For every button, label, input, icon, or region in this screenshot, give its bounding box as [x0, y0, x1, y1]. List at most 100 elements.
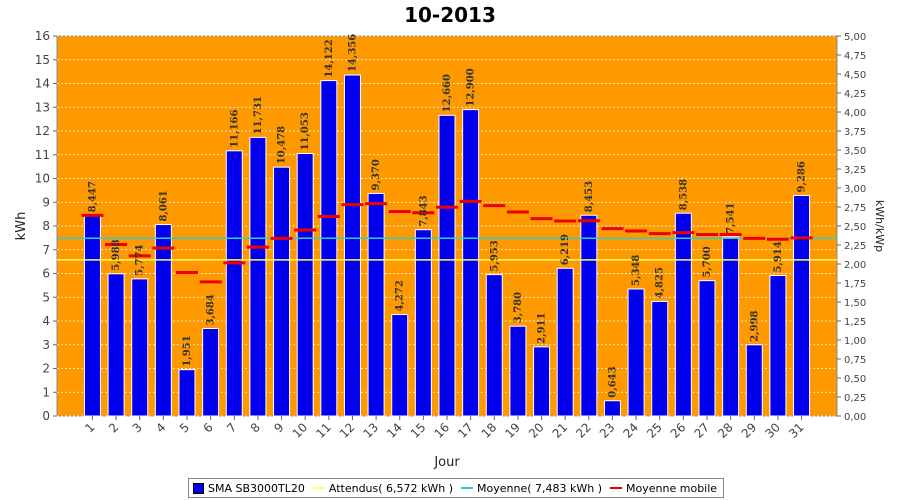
- x-tick-label: 4: [153, 420, 168, 435]
- bar: [722, 236, 740, 417]
- x-tick-label: 28: [715, 420, 736, 441]
- x-tick-label: 24: [621, 420, 642, 441]
- data-label: 12,900: [466, 68, 477, 106]
- x-tick-label: 31: [786, 420, 807, 441]
- reference-lines: [57, 237, 837, 261]
- bar: [83, 214, 101, 417]
- bar: [225, 150, 243, 417]
- bar: [154, 224, 172, 417]
- data-label: 6,219: [560, 234, 571, 265]
- bar: [603, 400, 621, 417]
- legend-label-expected: Attendus( 6,572 kWh ): [328, 481, 454, 495]
- x-tick-label: 17: [455, 420, 476, 441]
- y-tick-label: 7: [42, 243, 50, 257]
- legend-swatch-expected: [312, 487, 325, 489]
- bar: [438, 114, 456, 417]
- data-label: 5,774: [135, 245, 146, 276]
- y-tick-label: 10: [35, 172, 50, 186]
- x-tick-label: 8: [248, 420, 263, 435]
- data-label: 3,780: [513, 292, 524, 323]
- data-label: 8,538: [678, 179, 689, 210]
- data-label: 9,286: [797, 161, 808, 192]
- x-tick-label: 2: [106, 420, 121, 435]
- y2-tick-label: 1,25: [844, 317, 866, 328]
- data-label: 11,053: [300, 112, 311, 150]
- legend-item-average: Moyenne( 7,483 kWh ): [461, 482, 602, 495]
- bar: [769, 275, 787, 417]
- data-label: 4,825: [655, 267, 666, 298]
- x-tick-label: 5: [177, 420, 192, 435]
- data-label: 14,356: [347, 34, 358, 72]
- data-label: 8,447: [87, 181, 98, 212]
- x-tick-label: 9: [271, 420, 286, 435]
- bar: [391, 314, 409, 417]
- x-tick-label: 26: [668, 420, 689, 441]
- x-tick-label: 11: [313, 420, 334, 441]
- x-tick-label: 25: [644, 420, 665, 441]
- bar: [202, 328, 220, 417]
- legend-item-moving-average: Moyenne mobile: [610, 482, 717, 495]
- bar: [131, 278, 149, 417]
- x-tick-label: 29: [739, 420, 760, 441]
- x-tick-label: 30: [762, 420, 783, 441]
- data-label: 14,122: [324, 39, 335, 77]
- y-tick-label: 8: [42, 219, 50, 233]
- data-label: 12,660: [442, 74, 453, 112]
- data-label: 11,731: [253, 96, 264, 134]
- bar: [462, 109, 480, 417]
- x-tick-label: 22: [573, 420, 594, 441]
- x-tick-label: 7: [224, 420, 239, 435]
- y2-tick-label: 0,00: [844, 412, 866, 423]
- legend-label-production: SMA SB3000TL20: [208, 481, 305, 495]
- x-tick-label: 20: [526, 420, 547, 441]
- bar: [509, 325, 527, 417]
- legend-label-average: Moyenne( 7,483 kWh ): [477, 481, 603, 495]
- legend: SMA SB3000TL20 Attendus( 6,572 kWh ) Moy…: [188, 478, 725, 498]
- chart-title: 10-2013: [404, 3, 496, 27]
- y-tick-label: 9: [42, 195, 50, 209]
- data-label: 2,998: [749, 310, 760, 341]
- bar: [320, 80, 338, 417]
- bar: [296, 152, 314, 417]
- y2-tick-label: 3,25: [844, 165, 866, 176]
- x-tick-label: 6: [200, 420, 215, 435]
- y2-tick-label: 2,50: [844, 222, 866, 233]
- bar: [273, 166, 291, 417]
- bar: [651, 300, 669, 417]
- bar: [414, 229, 432, 417]
- data-label: 8,453: [584, 181, 595, 212]
- y2-tick-label: 0,50: [844, 374, 866, 385]
- y-axis-label: kWh: [14, 212, 29, 241]
- bar: [674, 212, 692, 417]
- y2-tick-label: 4,75: [844, 51, 866, 62]
- y2-tick-label: 2,75: [844, 203, 866, 214]
- x-tick-label: 15: [408, 420, 429, 441]
- y-tick-label: 14: [35, 77, 50, 91]
- y2-tick-label: 4,25: [844, 89, 866, 100]
- y2-tick-label: 1,50: [844, 298, 866, 309]
- x-axis-ticks: 1 2 3 4 5 6 7 8 9 10 11 12 13 14 15 16 17 18 19 20 21 22 23 24 2…: [82, 416, 807, 441]
- bar: [178, 369, 196, 417]
- x-tick-label: 12: [337, 420, 358, 441]
- legend-swatch-production: [193, 482, 204, 494]
- bar: [367, 192, 385, 417]
- bar: [793, 194, 811, 417]
- y-tick-label: 11: [35, 148, 50, 162]
- legend-swatch-average: [461, 487, 474, 489]
- x-tick-label: 18: [479, 420, 500, 441]
- y2-tick-label: 2,25: [844, 241, 866, 252]
- data-label: 2,911: [537, 313, 548, 344]
- bars: [83, 74, 811, 417]
- y-tick-label: 6: [42, 267, 50, 281]
- y-tick-label: 13: [35, 100, 50, 114]
- data-label: 7,541: [726, 203, 737, 234]
- y2-tick-label: 3,50: [844, 146, 866, 157]
- bar: [745, 344, 763, 417]
- y-tick-label: 5: [42, 290, 50, 304]
- y2-axis-ticks: 0,00 0,25 0,50 0,75 1,00 1,25 1,50 1,75 2,00 2,25…: [837, 32, 866, 423]
- bar: [556, 267, 574, 417]
- y2-tick-label: 1,00: [844, 336, 866, 347]
- legend-swatch-moving-average: [610, 487, 623, 489]
